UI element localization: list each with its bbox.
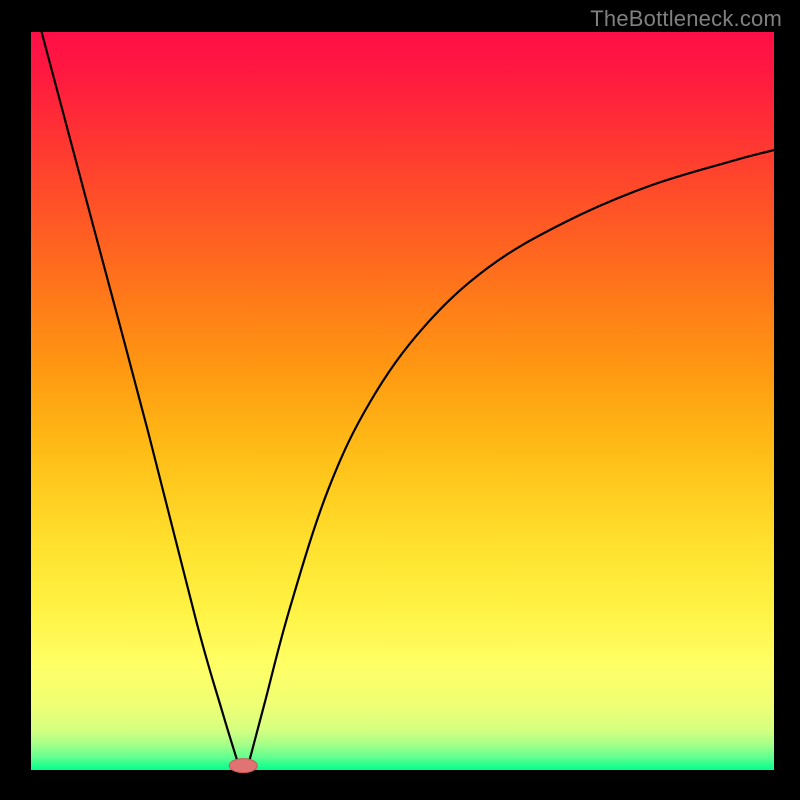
- plot-background: [31, 32, 774, 770]
- optimum-marker: [229, 759, 257, 773]
- bottleneck-chart: [0, 0, 800, 800]
- chart-container: TheBottleneck.com: [0, 0, 800, 800]
- watermark-text: TheBottleneck.com: [590, 6, 782, 32]
